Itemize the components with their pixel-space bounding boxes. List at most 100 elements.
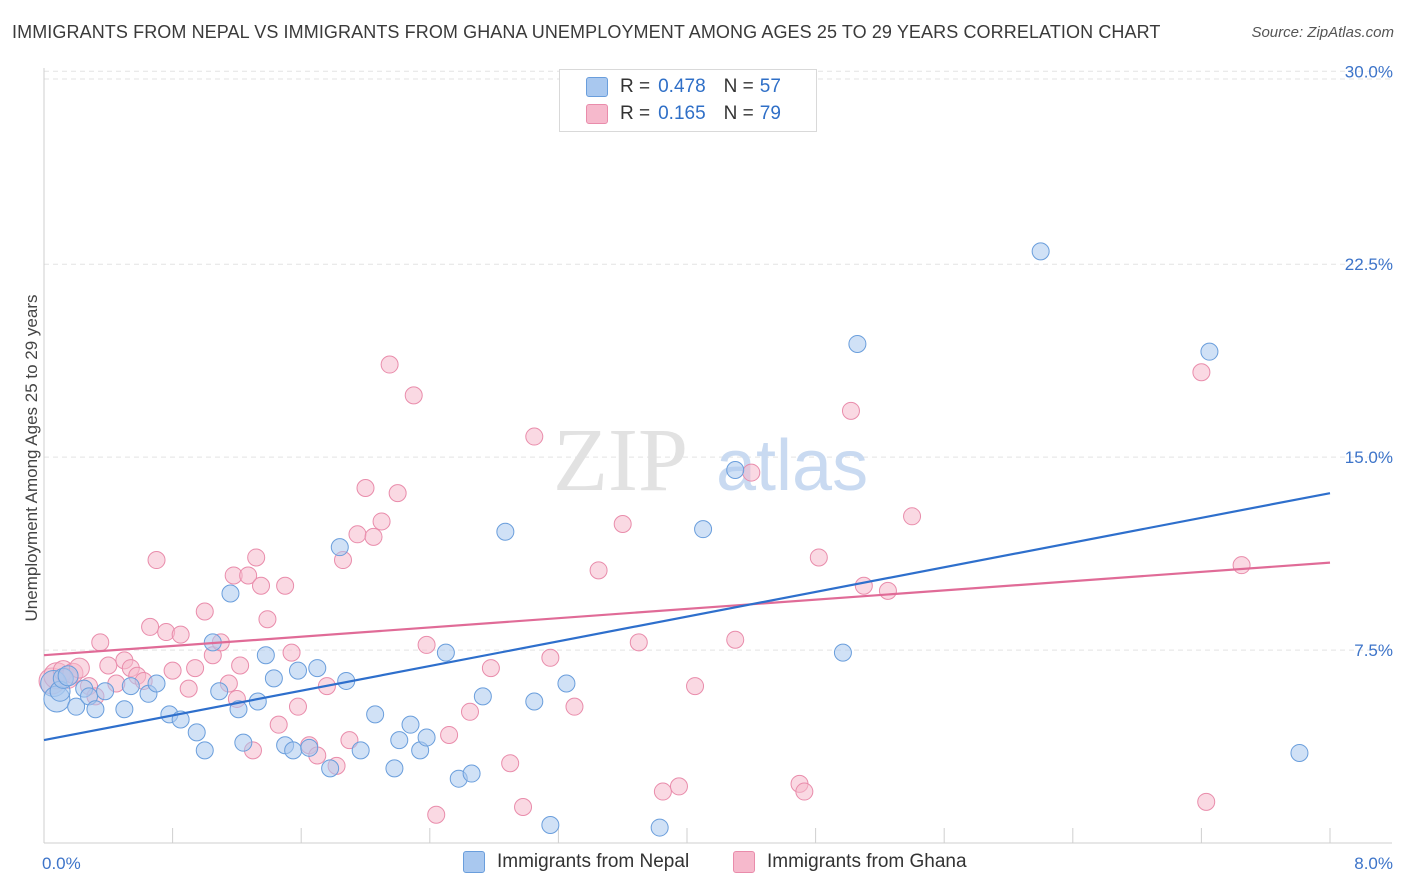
ghana-point	[99, 656, 118, 675]
nepal-point	[694, 520, 713, 539]
nepal-point	[496, 522, 515, 541]
nepal-point	[288, 661, 307, 680]
legend-r-label: R =	[620, 103, 651, 124]
ghana-point	[525, 427, 544, 446]
ghana-point	[163, 661, 182, 680]
legend-item-nepal[interactable]: Immigrants from Nepal	[463, 851, 689, 873]
nepal-point	[229, 700, 248, 719]
ghana-point	[878, 581, 897, 600]
ghana-point	[669, 777, 688, 796]
ghana-point	[541, 648, 560, 667]
y-tick-label: 7.5%	[1354, 641, 1393, 660]
nepal-point	[525, 692, 544, 711]
legend-row-ghana: R = 0.165 N = 79	[586, 103, 781, 125]
nepal-point	[473, 687, 492, 706]
ghana-trend-line	[43, 561, 1331, 657]
ghana-point	[514, 797, 533, 816]
ghana-point	[171, 625, 190, 644]
ghana-point	[348, 525, 367, 544]
legend-r-label: R =	[620, 76, 651, 97]
x-tick-label: 8.0%	[1354, 854, 1393, 873]
grid-lines	[44, 70, 1392, 651]
nepal-point	[351, 741, 370, 760]
ghana-point	[91, 633, 110, 652]
legend-n-value: 57	[759, 76, 781, 97]
nepal-point	[1200, 342, 1219, 361]
ghana-point	[629, 633, 648, 652]
axes	[43, 68, 1392, 844]
nepal-point	[234, 733, 253, 752]
tick-labels: 7.5% 15.0% 22.5% 30.0% 0.0% 8.0%	[42, 62, 1393, 873]
ghana-point	[239, 566, 258, 585]
ghana-point	[404, 386, 423, 405]
ghana-point	[841, 401, 860, 420]
nepal-point	[401, 715, 420, 734]
nepal-point	[541, 815, 560, 834]
ghana-point	[726, 630, 745, 649]
series-legend: Immigrants from Nepal Immigrants from Gh…	[0, 851, 1406, 877]
ghana-point	[276, 576, 295, 595]
ghana-point	[417, 635, 436, 654]
correlation-legend: R = 0.478 N = 57 R = 0.165 N = 79	[559, 69, 817, 132]
ghana-point	[653, 782, 672, 801]
nepal-point	[96, 682, 115, 701]
legend-swatch-nepal	[463, 851, 485, 873]
nepal-point	[248, 692, 267, 711]
nepal-point	[221, 584, 240, 603]
ghana-point	[903, 507, 922, 526]
ghana-point	[372, 512, 391, 531]
ghana-point	[364, 527, 383, 546]
ghana-points	[38, 355, 1251, 824]
nepal-point	[848, 334, 867, 353]
legend-label-nepal: Immigrants from Nepal	[497, 851, 690, 872]
ghana-point	[501, 754, 520, 773]
nepal-point	[726, 461, 745, 479]
nepal-point	[284, 741, 303, 760]
ghana-point	[795, 782, 814, 801]
nepal-point	[264, 669, 283, 688]
y-axis-label: Unemployment Among Ages 25 to 29 years	[22, 294, 41, 622]
ghana-point	[179, 679, 198, 698]
nepal-point	[187, 723, 206, 742]
ghana-point	[589, 561, 608, 580]
legend-swatch-ghana	[586, 104, 608, 124]
nepal-point	[833, 643, 852, 662]
legend-swatch-ghana	[733, 851, 755, 873]
legend-r-value: 0.165	[658, 103, 706, 124]
nepal-point	[115, 700, 134, 719]
legend-swatch-nepal	[586, 77, 608, 97]
nepal-point	[1290, 743, 1309, 762]
watermark: ZIP atlas	[553, 411, 868, 510]
nepal-point	[321, 759, 340, 778]
nepal-point	[195, 741, 214, 760]
y-tick-label: 22.5%	[1345, 255, 1393, 274]
ghana-point	[1192, 363, 1211, 382]
nepal-point	[300, 738, 319, 757]
legend-r-value: 0.478	[658, 76, 706, 97]
ghana-point	[1197, 792, 1216, 811]
ghana-point	[356, 479, 375, 498]
ghana-point	[186, 659, 205, 678]
nepal-point	[462, 764, 481, 783]
nepal-point	[650, 818, 669, 837]
ghana-point	[1232, 556, 1251, 575]
ghana-point	[742, 463, 761, 482]
ghana-point	[282, 643, 301, 662]
ghana-point	[427, 805, 446, 824]
nepal-point	[147, 674, 166, 693]
ghana-point	[565, 697, 584, 716]
nepal-point	[86, 700, 105, 719]
nepal-point	[210, 682, 229, 701]
legend-row-nepal: R = 0.478 N = 57	[586, 76, 781, 98]
ghana-point	[613, 515, 632, 534]
source-label: Source: ZipAtlas.com	[1251, 24, 1394, 41]
ghana-point	[252, 576, 271, 595]
ghana-point	[147, 551, 166, 570]
x-tick-label: 0.0%	[42, 854, 81, 873]
legend-item-ghana[interactable]: Immigrants from Ghana	[733, 851, 967, 873]
ghana-point	[231, 656, 250, 675]
ghana-point	[388, 484, 407, 503]
ghana-point	[288, 697, 307, 716]
nepal-point	[366, 705, 385, 724]
